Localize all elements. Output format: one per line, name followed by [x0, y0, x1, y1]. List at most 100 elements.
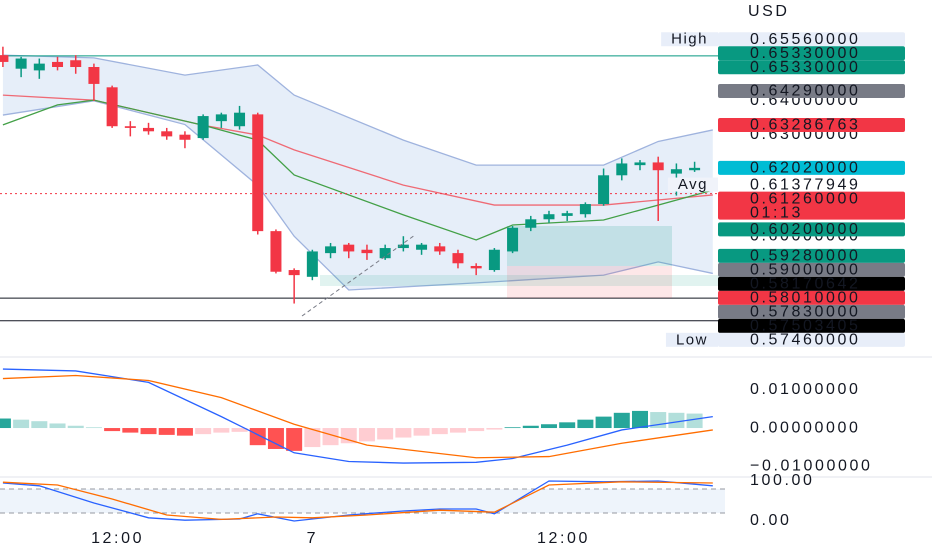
badge-tag-label: High [671, 31, 708, 48]
price-badge-label: 0.58010000 [750, 290, 861, 307]
macd-pane [0, 368, 713, 464]
overlay-line [2, 100, 713, 291]
macd-histogram-bar [613, 412, 630, 429]
macd-line [2, 368, 713, 464]
macd-histogram-bar [413, 428, 430, 436]
stoch-pane [0, 480, 725, 522]
macd-line [2, 374, 713, 459]
macd-histogram-bar [504, 427, 521, 429]
candle-body [670, 169, 682, 174]
candle-body [179, 134, 191, 140]
stoch-line [2, 480, 713, 522]
price-badge [718, 32, 905, 47]
x-tick-label: 12:00 [91, 530, 144, 547]
macd-histogram-bar [468, 428, 485, 432]
candle-body [197, 116, 209, 139]
candle-body [689, 167, 701, 171]
price-badge [718, 177, 905, 192]
price-badge [718, 318, 905, 333]
candle-body [143, 127, 155, 132]
y-tick-label: 0.00000000 [750, 419, 861, 436]
macd-histogram-bar [595, 416, 612, 429]
badge-tag [667, 177, 718, 192]
candle-body [579, 204, 591, 215]
macd-histogram-bar [631, 410, 648, 429]
y-tick-label: 0.00 [750, 512, 792, 529]
position-loss-zone [507, 266, 672, 298]
macd-histogram-bar [158, 428, 175, 435]
macd-histogram-bar [668, 412, 685, 429]
price-badge-label: 0.65330000 [750, 45, 861, 62]
price-badge [718, 290, 905, 305]
macd-histogram-bar [122, 428, 139, 433]
price-badge [718, 304, 905, 319]
candle-body [434, 246, 446, 252]
macd-histogram-bar [195, 428, 212, 435]
badge-tag-label: Avg [678, 176, 708, 193]
stoch-line [2, 481, 713, 521]
candle-body [0, 55, 9, 62]
candle-body [52, 61, 64, 68]
macd-histogram-bar [577, 419, 594, 429]
candle-body [416, 244, 428, 250]
price-badge-label: 0.63286763 [750, 117, 861, 134]
macd-histogram-bar [304, 428, 321, 448]
price-badge [718, 46, 905, 61]
candle-body [616, 163, 628, 176]
candle-body [379, 248, 391, 259]
y-tick-label: 100.00 [750, 472, 815, 489]
badge-tag [661, 32, 718, 47]
macd-histogram-bar [377, 428, 394, 440]
macd-histogram-bar [559, 422, 576, 429]
macd-histogram-bar [249, 428, 266, 446]
price-badge [718, 160, 905, 175]
candle-body [361, 249, 373, 254]
candle-body [234, 112, 246, 127]
candle-body [106, 87, 118, 127]
candle-body [325, 246, 337, 254]
macd-histogram-bar [231, 428, 248, 432]
y-tick-label: −0.01000000 [750, 457, 872, 474]
countdown: 01:13 [750, 204, 803, 221]
candle-body [561, 213, 573, 216]
macd-histogram-bar [267, 428, 284, 449]
candle-body [507, 227, 519, 252]
candle-body [215, 114, 227, 122]
price-badge-label: 0.60200000 [750, 221, 861, 238]
macd-histogram-bar [431, 428, 448, 435]
candle-body [452, 253, 464, 264]
price-badge-label: 0.61377949 [750, 176, 861, 193]
currency-label: USD [748, 3, 790, 20]
macd-histogram-bar [67, 425, 84, 429]
price-pane [0, 46, 725, 322]
range-zone [320, 275, 725, 286]
price-badge-label: 0.58170642 [750, 276, 861, 293]
y-tick-label: 0.01000000 [750, 381, 861, 398]
candle-body [288, 270, 300, 276]
price-badge [718, 276, 905, 291]
price-badge-label: 0.57460000 [750, 332, 861, 349]
candle-body [33, 63, 45, 71]
price-badge-label: 0.57830000 [750, 304, 861, 321]
x-tick-label: 12:00 [537, 530, 590, 547]
price-badge-label: 0.64290000 [750, 83, 861, 100]
candle-body [525, 219, 537, 228]
candle-body [652, 162, 664, 171]
candle-body [397, 244, 409, 249]
price-badge-label: 0.65330000 [750, 59, 861, 76]
price-badge-label: 0.59280000 [750, 248, 861, 265]
badge-tag-label: Low [676, 331, 708, 348]
candle-body [88, 67, 100, 84]
price-badge-label: 0.59000000 [750, 262, 861, 279]
macd-histogram-bar [104, 428, 121, 432]
candle-body [70, 60, 82, 68]
badge-tag [665, 332, 718, 347]
macd-histogram-bar [686, 413, 703, 429]
position-profit-zone [507, 226, 672, 266]
macd-histogram-bar [49, 423, 66, 429]
price-badge [718, 222, 905, 237]
macd-histogram-bar [540, 424, 557, 429]
candle-body [124, 126, 136, 128]
macd-histogram-bar [0, 418, 11, 429]
